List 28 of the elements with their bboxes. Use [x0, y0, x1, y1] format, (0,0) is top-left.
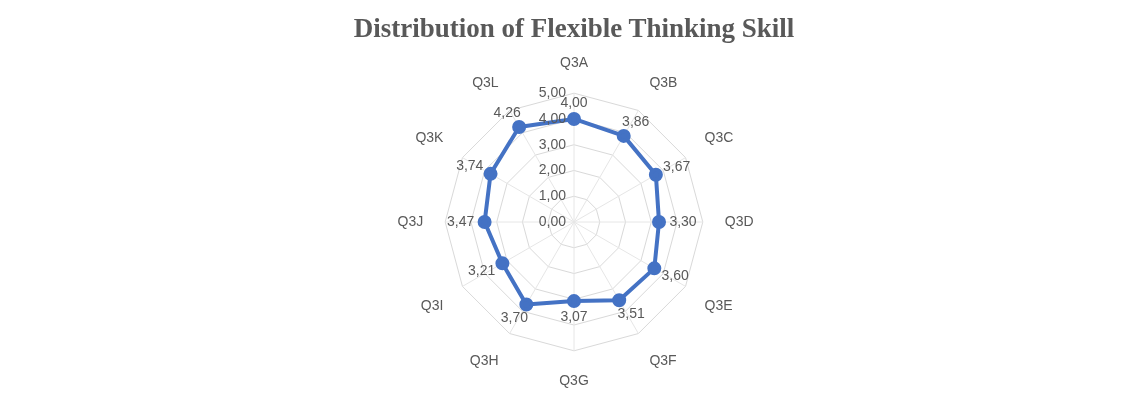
spoke-label: Q3B — [649, 73, 678, 90]
data-label: 3,21 — [467, 262, 496, 279]
data-label: 3,51 — [617, 305, 646, 322]
spoke-label: Q3F — [649, 351, 677, 368]
data-label: 3,07 — [560, 307, 588, 324]
y-tick-label: 2,00 — [538, 161, 567, 178]
data-label: 3,74 — [456, 156, 484, 173]
y-tick-label: 3,00 — [538, 135, 567, 152]
data-label: 3,30 — [669, 212, 697, 229]
data-label: 3,86 — [622, 112, 650, 129]
spoke-label: Q3H — [469, 351, 499, 368]
data-label: 4,26 — [493, 103, 521, 120]
spoke-label: Q3J — [397, 212, 424, 229]
data-label: 3,60 — [661, 267, 689, 284]
spoke-label: Q3G — [559, 372, 589, 389]
spoke-label: Q3L — [472, 73, 499, 90]
data-label: 3,47 — [446, 212, 475, 229]
spoke-label: Q3I — [420, 296, 444, 313]
spoke-label: Q3A — [559, 53, 589, 70]
chart-title: Distribution of Flexible Thinking Skill — [353, 13, 795, 44]
spoke-label: Q3E — [704, 296, 733, 313]
data-label: 3,70 — [500, 309, 529, 326]
data-label: 3,67 — [663, 157, 691, 174]
y-tick-label: 1,00 — [538, 187, 567, 204]
spoke-label: Q3C — [704, 129, 734, 146]
spoke-label: Q3D — [724, 212, 754, 229]
y-tick-label: 0,00 — [538, 212, 567, 229]
spoke-label: Q3K — [415, 129, 445, 146]
